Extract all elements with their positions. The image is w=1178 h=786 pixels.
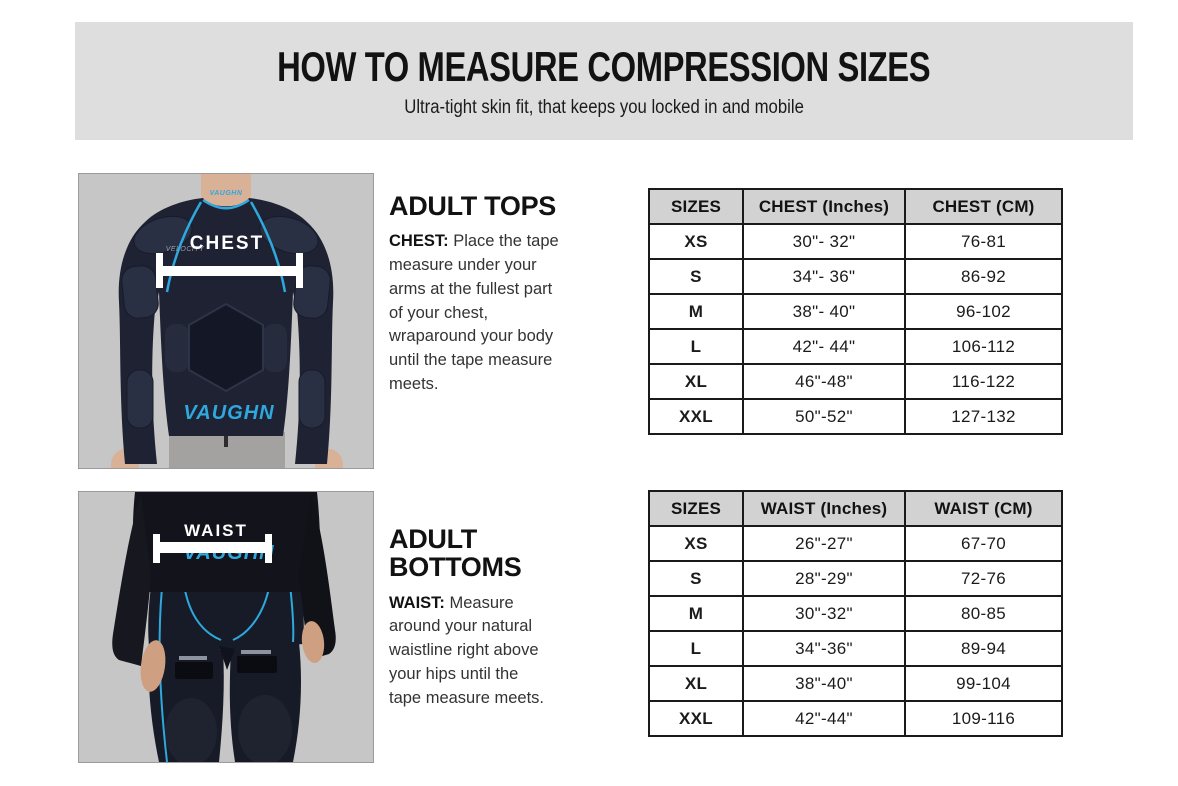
size-cell: 80-85 [904, 595, 1063, 632]
size-cell: 109-116 [904, 700, 1063, 737]
adult-bottoms-photo: VAUGHN WAIST [78, 491, 374, 763]
size-row: L 34"-36" 89-94 [648, 630, 1063, 667]
size-cell: S [648, 560, 744, 597]
size-row: M 30"-32" 80-85 [648, 595, 1063, 632]
collar-brand-logo: VAUGHN [210, 190, 243, 197]
size-cell: 26"-27" [742, 525, 906, 562]
measurement-bar [159, 266, 300, 276]
adult-bottoms-copy: ADULT BOTTOMS WAIST: Measure around your… [389, 525, 594, 710]
size-cell: 34"-36" [742, 630, 906, 667]
waist-label: WAIST [184, 521, 248, 540]
measurement-endcap-right [296, 253, 303, 288]
compression-top-graphic: VAUGHN VELOCITY VAUGHN [118, 190, 334, 464]
bottoms-instructions: WAIST: Measure around your natural waist… [389, 592, 553, 711]
size-row: XS 30"- 32" 76-81 [648, 223, 1063, 260]
size-cell: 30"- 32" [742, 223, 906, 260]
size-cell: 106-112 [904, 328, 1063, 365]
size-row: M 38"- 40" 96-102 [648, 293, 1063, 330]
size-cell: XL [648, 665, 744, 702]
measurement-endcap-left [156, 253, 163, 288]
size-cell: 72-76 [904, 560, 1063, 597]
measurement-endcap-right [265, 534, 272, 563]
section-heading-bottoms: ADULT BOTTOMS [389, 524, 522, 583]
size-cell: 116-122 [904, 363, 1063, 400]
gray-pants [169, 432, 285, 468]
size-cell: 34"- 36" [742, 258, 906, 295]
size-cell: 99-104 [904, 665, 1063, 702]
velocity-chest-text: VELOCITY [166, 246, 205, 253]
size-row: XXL 50"-52" 127-132 [648, 398, 1063, 435]
size-cell: 38"- 40" [742, 293, 906, 330]
thigh-velcro-patches [175, 650, 277, 679]
compression-pants-graphic [148, 574, 304, 762]
measurement-bar [156, 542, 269, 553]
adult-tops-copy: ADULT TOPS CHEST: Place the tape measure… [389, 192, 594, 397]
size-cell: 42"- 44" [742, 328, 906, 365]
column-header: CHEST (CM) [904, 188, 1063, 225]
size-row: XS 26"-27" 67-70 [648, 525, 1063, 562]
size-cell: 42"-44" [742, 700, 906, 737]
measurement-endcap-left [153, 534, 160, 563]
size-cell: 50"-52" [742, 398, 906, 435]
table-header-row: SIZES WAIST (Inches) WAIST (CM) [648, 490, 1063, 527]
size-cell: 67-70 [904, 525, 1063, 562]
size-cell: XXL [648, 398, 744, 435]
size-cell: L [648, 328, 744, 365]
size-cell: L [648, 630, 744, 667]
size-row: XL 38"-40" 99-104 [648, 665, 1063, 702]
size-cell: 38"-40" [742, 665, 906, 702]
vaughn-logo: VAUGHN [183, 402, 274, 424]
header-band: HOW TO MEASURE COMPRESSION SIZES Ultra-t… [75, 22, 1133, 140]
size-cell: M [648, 293, 744, 330]
size-cell: 76-81 [904, 223, 1063, 260]
size-cell: XL [648, 363, 744, 400]
tops-photo-illustration: VAUGHN VELOCITY VAUGHN CHEST [79, 174, 373, 468]
column-header: SIZES [648, 188, 744, 225]
column-header: WAIST (CM) [904, 490, 1063, 527]
measure-term-waist: WAIST: [389, 593, 445, 612]
chest-label: CHEST [190, 233, 264, 254]
size-cell: 30"-32" [742, 595, 906, 632]
size-row: XL 46"-48" 116-122 [648, 363, 1063, 400]
blue-piping [165, 198, 287, 293]
size-row: L 42"- 44" 106-112 [648, 328, 1063, 365]
size-cell: M [648, 595, 744, 632]
size-cell: XXL [648, 700, 744, 737]
measure-term-chest: CHEST: [389, 232, 449, 251]
size-cell: 86-92 [904, 258, 1063, 295]
section-heading-tops: ADULT TOPS [389, 191, 557, 221]
model-hands [140, 621, 325, 692]
chest-measurement-overlay: CHEST [156, 233, 303, 288]
size-cell: S [648, 258, 744, 295]
size-cell: 127-132 [904, 398, 1063, 435]
size-cell: 46"-48" [742, 363, 906, 400]
column-header: CHEST (Inches) [742, 188, 906, 225]
tops-instructions-text: Place the tape measure under your arms a… [389, 232, 559, 393]
table-header-row: SIZES CHEST (Inches) CHEST (CM) [648, 188, 1063, 225]
chest-pad-hexagon [188, 302, 264, 393]
page-subtitle: Ultra-tight skin fit, that keeps you loc… [404, 97, 804, 118]
size-row: S 28"-29" 72-76 [648, 560, 1063, 597]
size-cell: 96-102 [904, 293, 1063, 330]
tops-size-table: SIZES CHEST (Inches) CHEST (CM) XS 30"- 32" 7… [648, 188, 1063, 435]
size-cell: XS [648, 223, 744, 260]
adult-tops-photo: VAUGHN VELOCITY VAUGHN CHEST [78, 173, 374, 469]
size-cell: 28"-29" [742, 560, 906, 597]
size-row: XXL 42"-44" 109-116 [648, 700, 1063, 737]
page-title: HOW TO MEASURE COMPRESSION SIZES [277, 43, 931, 90]
column-header: SIZES [648, 490, 744, 527]
waist-measurement-overlay: WAIST [153, 521, 272, 563]
size-cell: XS [648, 525, 744, 562]
bottoms-size-table: SIZES WAIST (Inches) WAIST (CM) XS 26"-27" 67… [648, 490, 1063, 737]
size-row: S 34"- 36" 86-92 [648, 258, 1063, 295]
size-cell: 89-94 [904, 630, 1063, 667]
bottoms-instructions-text: Measure around your natural waistline ri… [389, 593, 544, 707]
bottoms-photo-illustration: VAUGHN WAIST [79, 492, 373, 762]
tops-instructions: CHEST: Place the tape measure under your… [389, 230, 561, 396]
column-header: WAIST (Inches) [742, 490, 906, 527]
